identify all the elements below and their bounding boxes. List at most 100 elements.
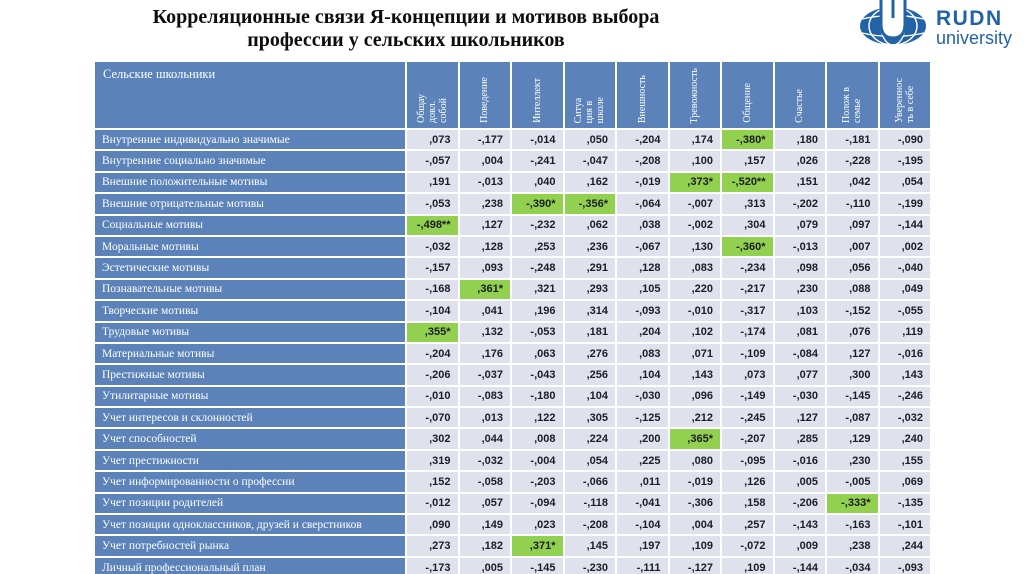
data-cell: ,200 [617,429,668,449]
row-label: Учет позиции одноклассников, друзей и св… [95,515,405,535]
data-cell: -,206 [774,493,825,514]
data-cell: ,079 [774,215,825,235]
data-cell: ,104 [564,386,615,407]
data-cell: -,181 [827,130,878,150]
data-cell: ,128 [617,258,668,278]
data-cell: ,276 [564,343,615,364]
data-cell: ,093 [459,258,510,278]
data-cell: ,291 [564,258,615,278]
data-cell: ,090 [407,515,458,535]
data-cell: -,055 [879,301,930,321]
row-label: Внешние положительные мотивы [95,172,405,193]
data-cell: -,125 [617,408,668,428]
data-cell: ,302 [407,429,458,449]
data-cell: ,225 [617,450,668,471]
data-cell: ,102 [669,322,720,342]
data-cell: -,010 [407,386,458,407]
col-header-label: Внешность [636,74,648,123]
data-cell: ,005 [774,472,825,492]
data-cell: ,073 [407,130,458,150]
col-header-4: Внешность [617,62,668,128]
data-cell: -,034 [827,557,878,574]
data-cell: -,087 [827,408,878,428]
data-cell: ,040 [512,172,563,193]
title-line-1: Корреляционные связи Я-концепции и мотив… [152,6,660,28]
row-label: Познавательные мотивы [95,279,405,300]
data-cell: -,202 [774,194,825,214]
data-cell: -,057 [407,151,458,171]
data-cell: -,012 [407,493,458,514]
slide-title: Корреляционные связи Я-концепции и мотив… [90,6,722,52]
data-cell: ,313 [722,194,773,214]
data-cell: -,232 [512,215,563,235]
col-header-9: Увереннос ть в себе [879,62,930,128]
data-cell: -,013 [459,172,510,193]
data-cell: -,070 [407,408,458,428]
data-cell-significant: -,360* [722,236,773,257]
row-label: Материальные мотивы [95,343,405,364]
data-cell: -,016 [879,343,930,364]
col-header-label: Счастье [794,89,806,123]
data-cell: ,230 [827,450,878,471]
data-cell: -,002 [669,215,720,235]
col-header-label: Общау довл. собой [415,94,449,123]
data-cell: -,083 [459,386,510,407]
data-cell: ,088 [827,279,878,300]
data-cell: ,013 [459,408,510,428]
data-cell: -,208 [617,151,668,171]
data-cell: ,122 [512,408,563,428]
data-cell: ,220 [669,279,720,300]
row-label: Творческие мотивы [95,301,405,321]
data-cell: ,293 [564,279,615,300]
data-cell: ,097 [827,215,878,235]
data-cell: -,067 [617,236,668,257]
data-cell: ,244 [879,536,930,556]
data-cell: ,253 [512,236,563,257]
data-cell: -,195 [879,151,930,171]
data-cell: -,032 [879,408,930,428]
data-cell: -,030 [774,386,825,407]
data-cell: ,054 [564,450,615,471]
data-cell: ,054 [879,172,930,193]
data-cell: -,053 [407,194,458,214]
data-cell: -,230 [564,557,615,574]
data-cell: ,181 [564,322,615,342]
data-cell: -,030 [617,386,668,407]
data-cell: ,236 [564,236,615,257]
data-cell: -,043 [512,365,563,385]
data-cell: -,093 [879,557,930,574]
col-header-2: Интеллект [512,62,563,128]
row-label: Внешние отрицательные мотивы [95,194,405,214]
data-cell: -,084 [774,343,825,364]
row-label: Учет потребностей рынка [95,536,405,556]
row-label: Учет интересов и склонностей [95,408,405,428]
row-label: Учет престижности [95,450,405,471]
data-cell-significant: -,390* [512,194,563,214]
data-cell: ,105 [617,279,668,300]
row-label: Моральные мотивы [95,236,405,257]
data-cell: ,049 [879,279,930,300]
data-cell: ,143 [669,365,720,385]
data-cell: ,224 [564,429,615,449]
data-cell: -,135 [879,493,930,514]
data-cell: -,066 [564,472,615,492]
data-cell: ,128 [459,236,510,257]
data-cell: ,011 [617,472,668,492]
data-cell: -,177 [459,130,510,150]
row-label: Трудовые мотивы [95,322,405,342]
data-cell: -,145 [512,557,563,574]
data-cell: -,206 [407,365,458,385]
data-cell: ,076 [827,322,878,342]
row-label: Эстетические мотивы [95,258,405,278]
data-cell-significant: -,498** [407,215,458,235]
data-cell: ,257 [722,515,773,535]
data-cell: -,058 [459,472,510,492]
data-cell: -,149 [722,386,773,407]
logo-text: RUDN university [936,8,1012,47]
data-cell: ,127 [827,343,878,364]
row-label: Учет информированности о профессии [95,472,405,492]
col-header-label: Ситуа ция в школе [573,96,607,123]
rudn-logo: RUDN university [859,0,1012,47]
data-cell: ,204 [617,322,668,342]
data-cell: ,080 [669,450,720,471]
